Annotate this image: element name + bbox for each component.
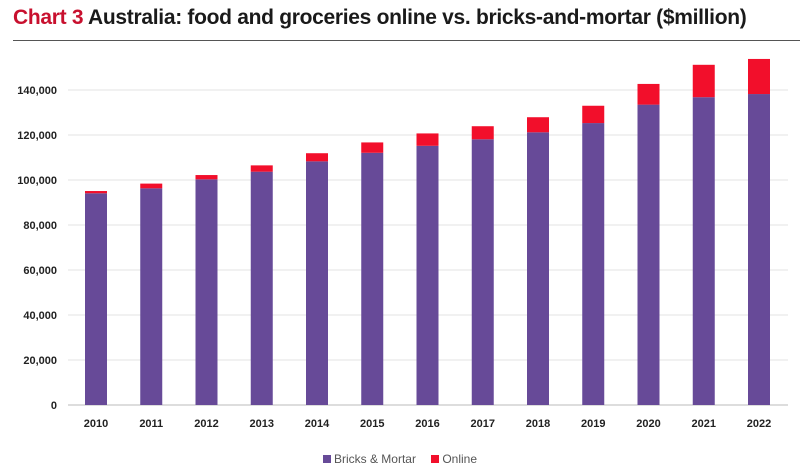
legend-item-online: Online xyxy=(431,452,477,466)
bar-bricks-mortar-2021 xyxy=(692,97,715,405)
legend-swatch xyxy=(431,455,440,463)
y-tick-label: 100,000 xyxy=(17,175,57,187)
chart-title-text: Australia: food and groceries online vs.… xyxy=(88,6,747,29)
bar-online-2016 xyxy=(416,133,439,146)
bar-online-2010 xyxy=(85,191,107,194)
bar-online-2022 xyxy=(748,58,770,95)
legend-swatch xyxy=(322,455,331,463)
x-tick-label: 2017 xyxy=(471,418,495,430)
y-tick-label: 80,000 xyxy=(23,220,57,232)
bar-online-2015 xyxy=(361,142,384,153)
bar-online-2011 xyxy=(140,183,163,189)
y-tick-label: 140,000 xyxy=(17,85,57,97)
bar-bricks-mortar-2015 xyxy=(361,152,384,405)
chart-number: Chart 3 xyxy=(13,6,84,29)
x-tick-label: 2021 xyxy=(692,418,716,430)
y-tick-label: 60,000 xyxy=(23,265,57,277)
y-tick-label: 0 xyxy=(51,400,57,412)
legend-item-bricks-mortar: Bricks & Mortar xyxy=(322,452,416,466)
y-tick-label: 120,000 xyxy=(17,130,57,142)
legend: Bricks & Mortar Online xyxy=(0,452,800,466)
x-tick-label: 2016 xyxy=(415,418,439,430)
bar-bricks-mortar-2010 xyxy=(85,193,107,405)
bar-bricks-mortar-2020 xyxy=(637,104,660,405)
bar-online-2020 xyxy=(637,83,660,105)
bar-online-2021 xyxy=(692,64,715,98)
legend-label: Online xyxy=(442,452,478,466)
bar-online-2019 xyxy=(582,105,605,124)
bar-online-2013 xyxy=(250,165,273,172)
title-divider xyxy=(13,40,800,41)
bar-bricks-mortar-2019 xyxy=(582,123,605,405)
bar-online-2018 xyxy=(527,117,549,133)
bar-bricks-mortar-2016 xyxy=(416,145,439,406)
y-tick-label: 20,000 xyxy=(23,355,57,367)
bar-online-2012 xyxy=(195,175,218,180)
x-tick-label: 2014 xyxy=(305,418,330,430)
x-tick-label: 2010 xyxy=(84,418,108,430)
x-tick-label: 2012 xyxy=(194,418,218,430)
chart-title: Chart 3 Australia: food and groceries on… xyxy=(13,6,747,30)
x-tick-label: 2015 xyxy=(360,418,384,430)
bar-bricks-mortar-2012 xyxy=(195,179,218,405)
bar-bricks-mortar-2011 xyxy=(140,188,163,405)
bar-online-2017 xyxy=(471,126,494,140)
legend-label: Bricks & Mortar xyxy=(333,452,416,466)
y-tick-label: 40,000 xyxy=(23,310,57,322)
bar-bricks-mortar-2017 xyxy=(471,139,494,405)
bar-bricks-mortar-2013 xyxy=(250,171,273,405)
x-tick-label: 2011 xyxy=(139,418,163,430)
bar-online-2014 xyxy=(306,153,328,162)
x-tick-label: 2018 xyxy=(526,418,550,430)
bar-bricks-mortar-2018 xyxy=(527,132,549,406)
x-tick-label: 2019 xyxy=(581,418,605,430)
x-tick-label: 2022 xyxy=(747,418,771,430)
bar-bricks-mortar-2022 xyxy=(748,94,770,406)
bar-bricks-mortar-2014 xyxy=(306,161,328,405)
x-tick-label: 2020 xyxy=(636,418,660,430)
x-tick-label: 2013 xyxy=(250,418,274,430)
